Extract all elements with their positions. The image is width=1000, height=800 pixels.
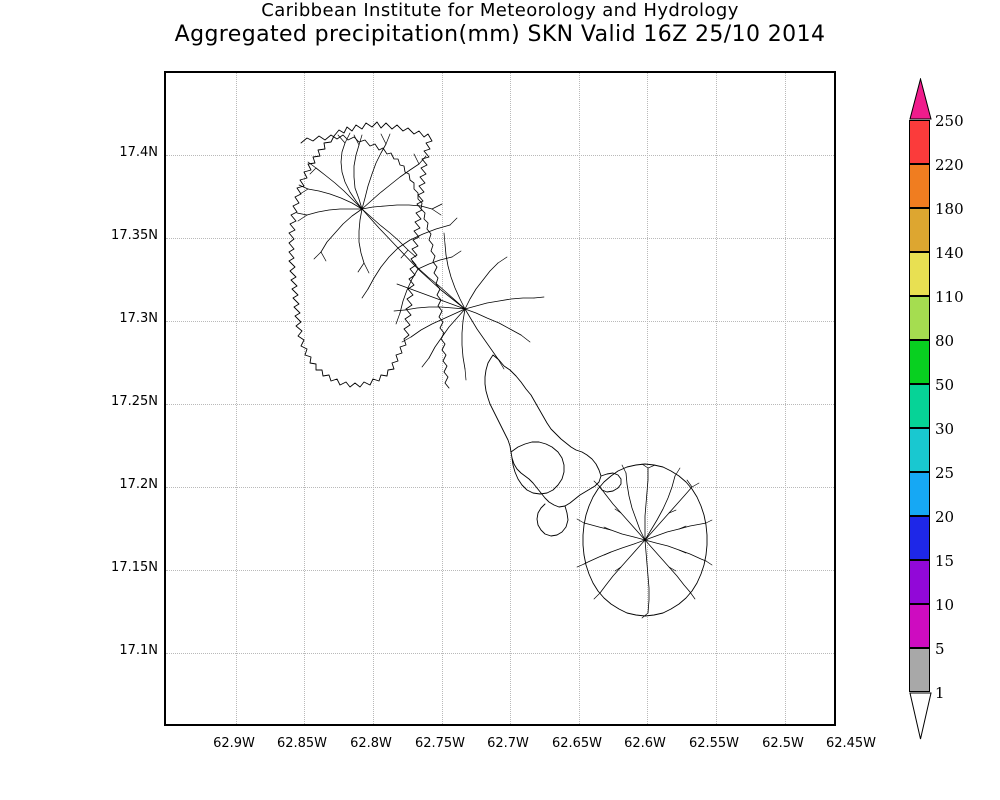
x-axis-label: 62.6W <box>624 736 666 751</box>
y-axis-label: 17.25N <box>111 394 158 409</box>
nevis-watershed-divides <box>583 467 707 614</box>
colorbar-band-180-220 <box>909 208 930 252</box>
gridline-vertical <box>510 73 511 724</box>
colorbar-tick-label: 110 <box>935 288 964 306</box>
map-plot-frame <box>164 71 836 726</box>
gridline-vertical <box>647 73 648 724</box>
colorbar-tick-label: 15 <box>935 552 955 570</box>
gridline-horizontal <box>166 155 834 156</box>
colorbar-band-80-110 <box>909 340 930 384</box>
gridline-horizontal <box>166 487 834 488</box>
colorbar-band-15-20 <box>909 560 930 604</box>
map-plot-area <box>166 73 834 724</box>
colorbar-band-220-250 <box>909 164 930 208</box>
gridline-vertical <box>304 73 305 724</box>
x-axis-label: 62.85W <box>276 736 328 751</box>
gridline-horizontal <box>166 238 834 239</box>
colorbar-tick-label: 10 <box>935 596 955 614</box>
colorbar-tick-label: 220 <box>935 156 964 174</box>
x-axis-label: 62.5W <box>762 736 804 751</box>
colorbar-band-50-80 <box>909 384 930 428</box>
colorbar-tick-label: 20 <box>935 508 955 526</box>
colorbar-band-250-plus <box>909 120 930 164</box>
x-axis-label: 62.7W <box>487 736 529 751</box>
colorbar-tick-label: 5 <box>935 640 945 658</box>
y-axis-label: 17.3N <box>119 311 158 326</box>
gridline-vertical <box>442 73 443 724</box>
colorbar-band-110-140 <box>909 296 930 340</box>
y-axis-label: 17.1N <box>119 643 158 658</box>
saint-kitts-watershed-divides <box>306 142 535 370</box>
nevis-subcatchments <box>576 463 713 619</box>
colorbar-tick-label: 140 <box>935 244 964 262</box>
page-title: Aggregated precipitation(mm) SKN Valid 1… <box>174 22 826 47</box>
x-axis-label: 62.55W <box>688 736 740 751</box>
x-axis-label: 62.9W <box>213 736 255 751</box>
institute-title: Caribbean Institute for Meteorology and … <box>261 0 739 21</box>
colorbar-tick-label: 25 <box>935 464 955 482</box>
x-axis-label: 62.65W <box>551 736 603 751</box>
gridline-vertical <box>236 73 237 724</box>
saint-kitts-coastline <box>288 121 433 388</box>
colorbar-top-arrow-icon <box>909 78 932 120</box>
colorbar-band-10-15 <box>909 604 930 648</box>
colorbar-bottom-arrow-icon <box>909 692 932 740</box>
gridline-vertical <box>716 73 717 724</box>
colorbar-tick-label: 80 <box>935 332 955 350</box>
colorbar-band-20-25 <box>909 516 930 560</box>
saint-kitts-southeast-peninsula <box>484 354 622 537</box>
gridline-horizontal <box>166 404 834 405</box>
gridline-vertical <box>579 73 580 724</box>
colorbar-band-5-10 <box>909 648 930 692</box>
colorbar-tick-label: 50 <box>935 376 955 394</box>
y-axis-label: 17.2N <box>119 477 158 492</box>
colorbar-band-30-50 <box>909 428 930 472</box>
colorbar-tick-label: 30 <box>935 420 955 438</box>
colorbar-band-140-180 <box>909 252 930 296</box>
colorbar-tick-label: 1 <box>935 684 945 702</box>
saint-kitts-subcatchments <box>296 132 545 381</box>
y-axis-label: 17.15N <box>111 560 158 575</box>
gridline-vertical <box>373 73 374 724</box>
y-axis-label: 17.4N <box>119 145 158 160</box>
gridline-horizontal <box>166 570 834 571</box>
x-axis-label: 62.8W <box>350 736 392 751</box>
gridline-horizontal <box>166 653 834 654</box>
colorbar-tick-label: 180 <box>935 200 964 218</box>
x-axis-label: 62.75W <box>414 736 466 751</box>
x-axis-label: 62.45W <box>825 736 877 751</box>
gridline-horizontal <box>166 321 834 322</box>
chart-title-block: Caribbean Institute for Meteorology and … <box>0 0 1000 48</box>
saint-kitts-outline-detail <box>300 134 450 389</box>
colorbar-band-25-30 <box>909 472 930 516</box>
y-axis-label: 17.35N <box>111 228 158 243</box>
nevis-coastline <box>582 463 708 617</box>
gridline-vertical <box>785 73 786 724</box>
map-geometry <box>288 121 713 619</box>
colorbar-tick-label: 250 <box>935 112 964 130</box>
